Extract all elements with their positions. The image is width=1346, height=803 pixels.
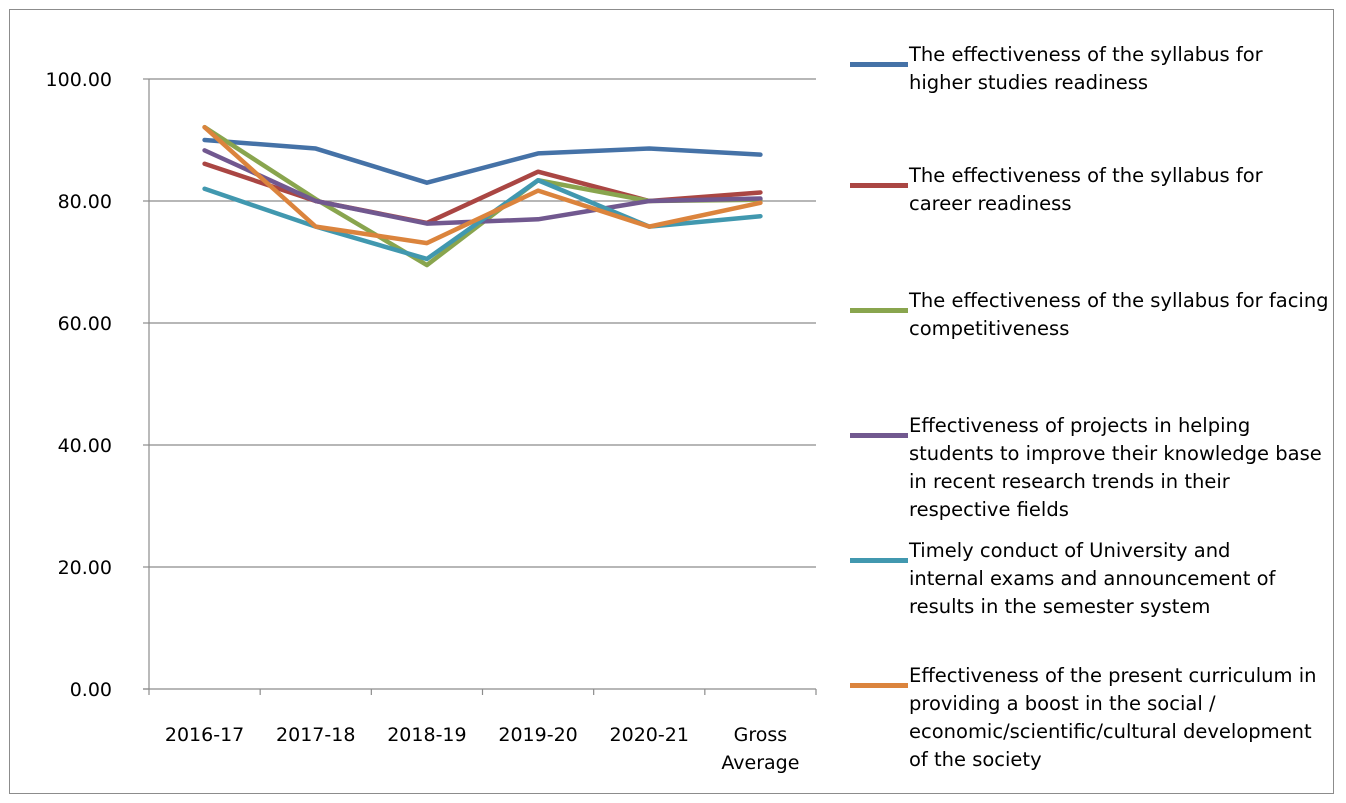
y-tick-label: 100.00 (46, 69, 112, 91)
legend-label: Effectiveness of the present curriculum … (909, 664, 1317, 771)
x-tick-label: 2018-19 (387, 724, 466, 746)
y-tick-label: 60.00 (58, 313, 112, 335)
legend-swatch (850, 683, 908, 688)
y-tick-label: 80.00 (58, 191, 112, 213)
legend-label: Timely conduct of University and interna… (909, 539, 1276, 618)
x-tick-label: 2020-21 (610, 724, 689, 746)
legend-swatch (850, 183, 908, 188)
x-tick-label: 2017-18 (276, 724, 355, 746)
legend-swatch (850, 433, 908, 438)
legend-swatch (850, 62, 908, 67)
legend-label: The effectiveness of the syllabus for hi… (909, 43, 1263, 94)
y-tick-label: 40.00 (58, 435, 112, 457)
chart-frame (9, 9, 1334, 794)
legend-swatch (850, 308, 908, 313)
series-lines (202, 124, 763, 268)
legend-label: Effectiveness of projects in helping stu… (909, 414, 1322, 521)
y-tick-label: 0.00 (70, 679, 112, 701)
legend-label: The effectiveness of the syllabus for fa… (909, 289, 1329, 340)
series-line-1 (202, 137, 763, 185)
legend-label: The effectiveness of the syllabus for ca… (909, 164, 1263, 215)
y-tick-labels: 0.00 20.00 40.00 60.00 80.00 100.00 (46, 69, 112, 701)
series-line-6 (202, 124, 763, 246)
legend-swatch (850, 558, 908, 563)
x-tick-label: 2016-17 (165, 724, 244, 746)
x-tick-labels: 2016-17 2017-18 2018-19 2019-20 2020-21 Gross… (165, 724, 800, 774)
y-tick-label: 20.00 (58, 557, 112, 579)
axes (143, 78, 817, 695)
x-tick-label: Gross Average (721, 724, 799, 774)
x-tick-label: 2019-20 (498, 724, 577, 746)
series-line-4 (202, 148, 763, 226)
series-line-2 (202, 161, 763, 226)
